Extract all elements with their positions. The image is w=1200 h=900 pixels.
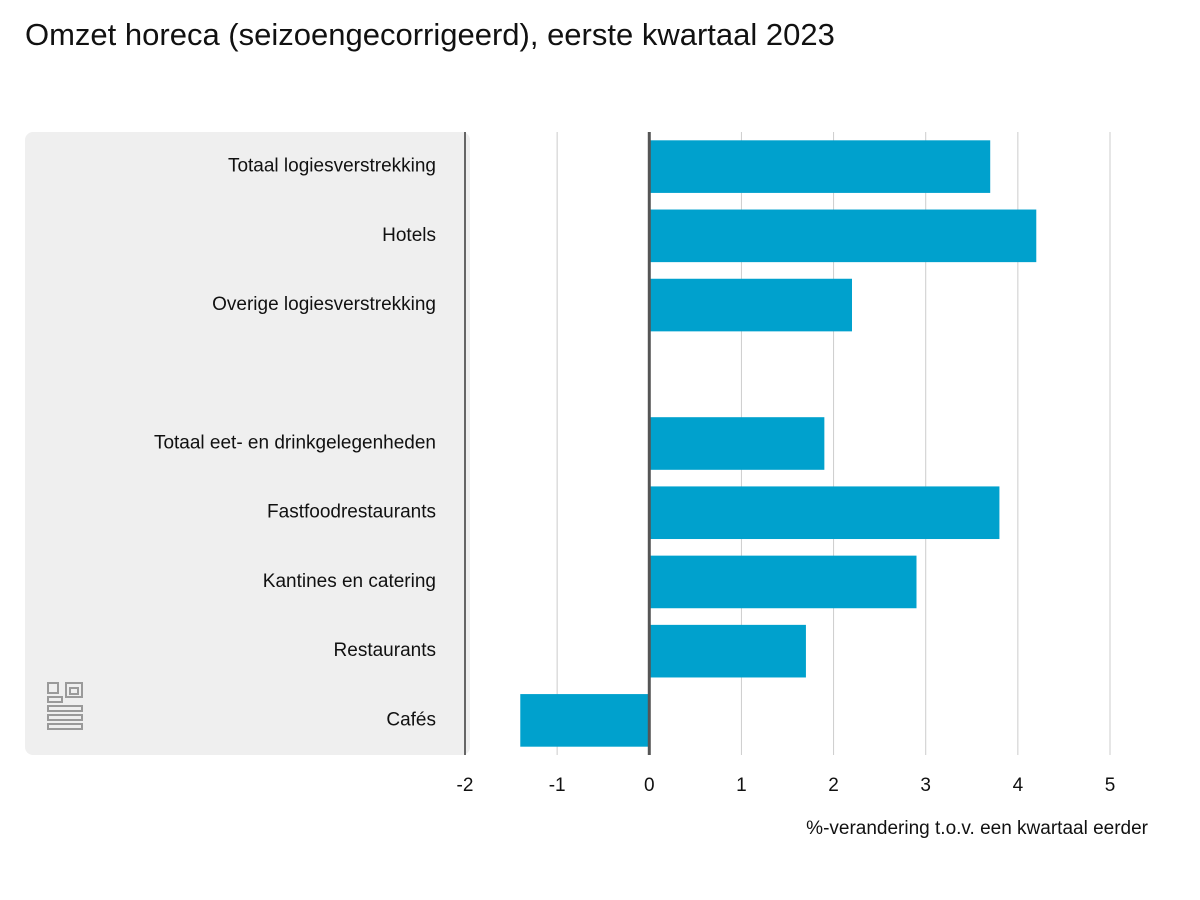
x-tick-label: 0 [644,775,655,796]
bar [649,624,806,678]
bar [649,486,1000,540]
x-tick-label: 4 [1013,775,1024,796]
x-tick-label: -1 [549,775,566,796]
x-axis-label: %-verandering t.o.v. een kwartaal eerder [806,818,1148,839]
x-tick-label: 1 [736,775,747,796]
x-tick-label: 5 [1105,775,1116,796]
y-tick-label: Totaal eet- en drinkgelegenheden [154,433,436,454]
x-tick-label: 3 [920,775,931,796]
bar [649,417,825,470]
y-tick-label: Fastfoodrestaurants [267,502,436,523]
y-tick-label: Kantines en catering [263,571,436,592]
bar [649,278,852,332]
x-tick-label: -2 [457,775,474,796]
label-panel [25,132,470,755]
x-tick-label: 2 [828,775,839,796]
cbs-logo [47,682,83,730]
bar [649,140,991,193]
bar [649,209,1037,263]
y-tick-label: Overige logiesverstrekking [212,294,436,315]
y-tick-label: Hotels [382,225,436,246]
bar [649,555,917,609]
y-tick-label: Totaal logiesverstrekking [228,156,436,177]
y-tick-label: Cafés [386,709,436,730]
bar [520,694,650,747]
y-tick-label: Restaurants [334,640,436,661]
chart-title: Omzet horeca (seizoengecorrigeerd), eers… [25,17,835,52]
